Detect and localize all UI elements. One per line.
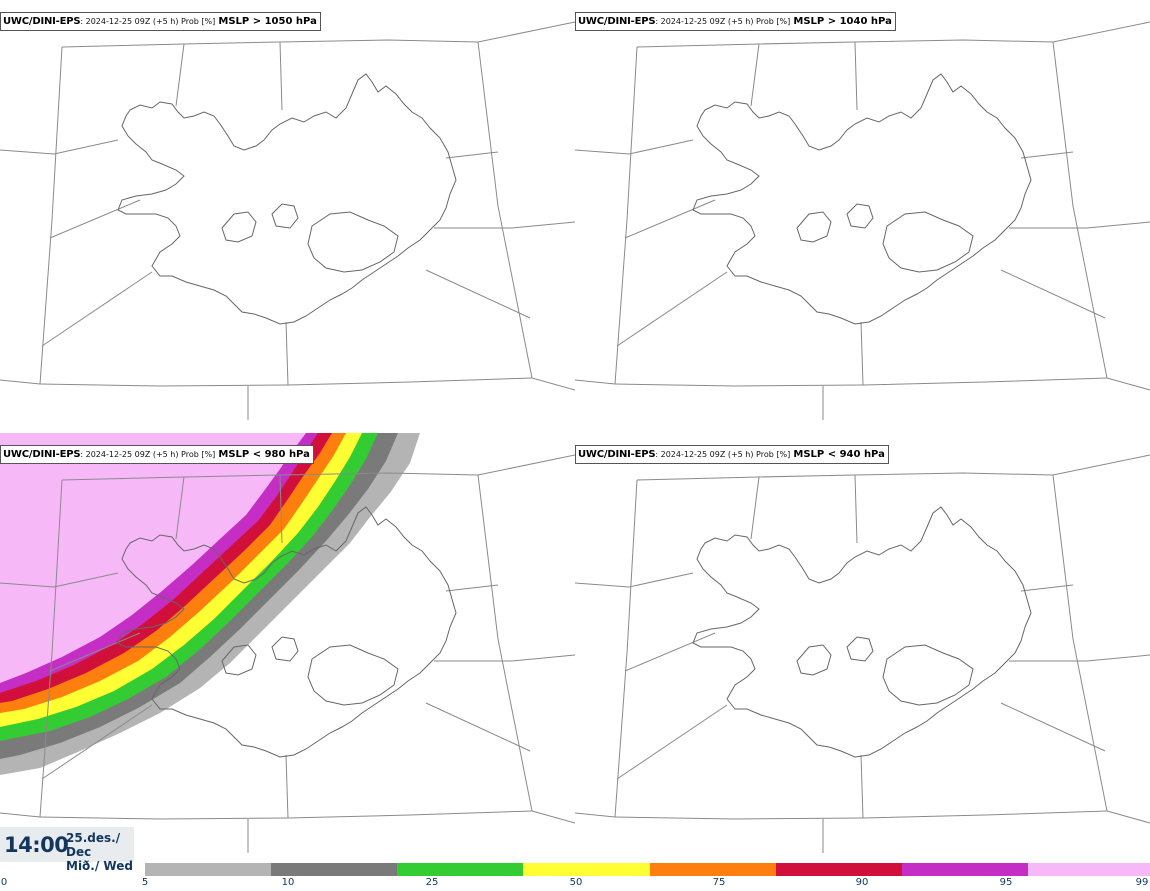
panel-title: UWC/DINI-EPS: 2024-12-25 09Z (+5 h) Prob… bbox=[575, 12, 896, 31]
colorbar-label: 75 bbox=[712, 877, 726, 888]
map-panel-4: UWC/DINI-EPS: 2024-12-25 09Z (+5 h) Prob… bbox=[575, 433, 1150, 865]
colorbar-segment bbox=[270, 863, 397, 876]
panel-title: UWC/DINI-EPS: 2024-12-25 09Z (+5 h) Prob… bbox=[0, 445, 314, 464]
colorbar-label: 10 bbox=[281, 877, 295, 888]
colorbar-segment bbox=[901, 863, 1028, 876]
panel-title: UWC/DINI-EPS: 2024-12-25 09Z (+5 h) Prob… bbox=[575, 445, 889, 464]
colorbar-label: 25 bbox=[425, 877, 439, 888]
colorbar-segment bbox=[396, 863, 524, 876]
valid-date: 25.des./ Dec Mið./ Wed bbox=[66, 831, 134, 873]
colorbar-segment bbox=[649, 863, 777, 876]
map-panel-3: UWC/DINI-EPS: 2024-12-25 09Z (+5 h) Prob… bbox=[0, 433, 575, 865]
colorbar-label: 0 bbox=[0, 877, 8, 888]
valid-time: 14:00 bbox=[4, 833, 69, 857]
colorbar-label: 90 bbox=[855, 877, 869, 888]
valid-date-line1: 25.des./ Dec bbox=[66, 831, 121, 859]
probability-field bbox=[0, 433, 420, 775]
map-canvas bbox=[575, 454, 1150, 854]
map-canvas bbox=[0, 21, 575, 421]
colorbar-segment bbox=[523, 863, 650, 876]
colorbar-label: 95 bbox=[999, 877, 1013, 888]
colorbar-segment bbox=[1027, 863, 1150, 876]
colorbar-segment bbox=[145, 863, 271, 876]
map-canvas bbox=[575, 21, 1150, 421]
colorbar-label: 99 bbox=[1135, 877, 1149, 888]
panel-title: UWC/DINI-EPS: 2024-12-25 09Z (+5 h) Prob… bbox=[0, 12, 321, 31]
map-panel-2: UWC/DINI-EPS: 2024-12-25 09Z (+5 h) Prob… bbox=[575, 0, 1150, 432]
colorbar-segment bbox=[776, 863, 902, 876]
colorbar-label: 50 bbox=[569, 877, 583, 888]
colorbar bbox=[145, 863, 1150, 876]
valid-date-line2: Mið./ Wed bbox=[66, 859, 133, 873]
valid-time-box: 14:00 25.des./ Dec Mið./ Wed bbox=[0, 827, 134, 873]
colorbar-label: 5 bbox=[141, 877, 149, 888]
map-canvas bbox=[0, 433, 575, 854]
map-panel-1: UWC/DINI-EPS: 2024-12-25 09Z (+5 h) Prob… bbox=[0, 0, 575, 432]
